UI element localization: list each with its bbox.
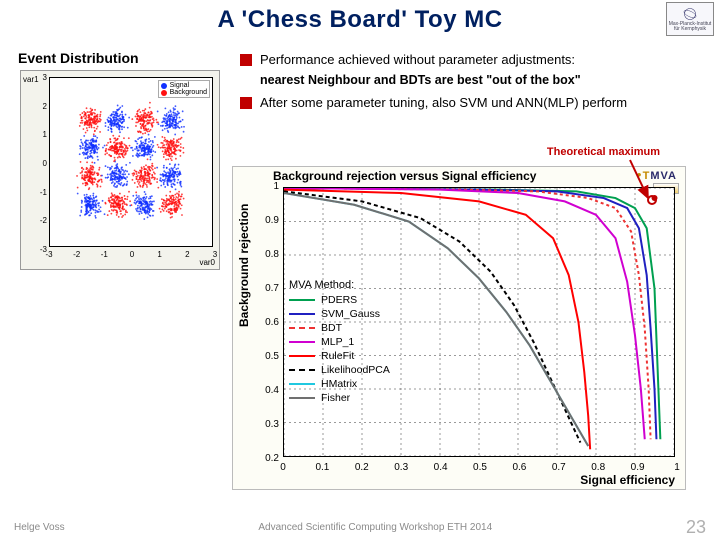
event-plot-xtick: 0	[126, 250, 138, 259]
legend-swatch	[289, 313, 315, 315]
roc-legend-item: LikelihoodPCA	[289, 363, 390, 377]
bullet-1-sub: nearest Neighbour and BDTs are best "out…	[260, 73, 710, 87]
legend-background: Background	[170, 89, 207, 96]
event-plot-xtick: 3	[209, 250, 221, 259]
roc-xtick: 0.4	[429, 462, 453, 473]
event-plot-xtick: -2	[71, 250, 83, 259]
roc-legend-item: BDT	[289, 321, 390, 335]
roc-legend-item: Fisher	[289, 391, 390, 405]
roc-ytick: 0.9	[255, 215, 279, 226]
roc-ylabel: Background rejection	[237, 204, 251, 327]
roc-xtick: 0.1	[310, 462, 334, 473]
legend-swatch	[289, 299, 315, 301]
bullet-1-text: Performance achieved without parameter a…	[260, 52, 575, 67]
event-plot-legend: Signal Background	[158, 80, 210, 98]
legend-signal: Signal	[170, 82, 189, 89]
tmva-brand: ●TMVA	[637, 170, 677, 182]
legend-label: PDERS	[321, 294, 357, 306]
event-distribution-plot: var1 var0 Signal Background -3-2-10123 -…	[20, 70, 220, 270]
legend-swatch	[289, 369, 315, 371]
event-distribution-heading: Event Distribution	[18, 50, 139, 66]
event-plot-panel: Signal Background	[49, 77, 213, 247]
footer-author: Helge Voss	[14, 522, 65, 533]
institute-logo: Max-Planck-Institut für Kernphysik	[666, 2, 714, 36]
roc-legend-item: PDERS	[289, 293, 390, 307]
roc-xtick: 0.6	[507, 462, 531, 473]
event-plot-ytick: 0	[37, 159, 47, 168]
roc-ytick: 0.5	[255, 351, 279, 362]
roc-title: Background rejection versus Signal effic…	[273, 169, 536, 183]
roc-ytick: 0.8	[255, 249, 279, 260]
legend-swatch	[289, 383, 315, 385]
roc-legend-item: SVM_Gauss	[289, 307, 390, 321]
roc-legend-item: RuleFit	[289, 349, 390, 363]
event-plot-ytick: -2	[37, 216, 47, 225]
legend-label: LikelihoodPCA	[321, 364, 390, 376]
legend-swatch	[289, 355, 315, 357]
title-bar: A 'Chess Board' Toy MC Max-Planck-Instit…	[0, 0, 720, 40]
event-plot-xlabel: var0	[199, 258, 215, 267]
roc-legend-header: MVA Method:	[289, 279, 390, 291]
event-plot-ytick: 3	[37, 73, 47, 82]
bullet-2: After some parameter tuning, also SVM un…	[240, 95, 710, 110]
legend-label: RuleFit	[321, 350, 354, 362]
event-plot-xtick: 2	[181, 250, 193, 259]
roc-ytick: 0.4	[255, 385, 279, 396]
roc-xtick: 0.9	[626, 462, 650, 473]
event-plot-xtick: -1	[98, 250, 110, 259]
event-plot-ytick: 2	[37, 102, 47, 111]
bullet-icon	[240, 97, 252, 109]
roc-ytick: 0.3	[255, 419, 279, 430]
event-plot-xtick: 1	[154, 250, 166, 259]
bullet-2-text: After some parameter tuning, also SVM un…	[260, 95, 627, 110]
roc-xtick: 0.7	[547, 462, 571, 473]
legend-label: SVM_Gauss	[321, 308, 380, 320]
legend-swatch	[289, 341, 315, 343]
bullet-list: Performance achieved without parameter a…	[240, 52, 710, 116]
event-plot-ytick: 1	[37, 130, 47, 139]
roc-xtick: 0.5	[468, 462, 492, 473]
legend-swatch	[289, 327, 315, 329]
roc-xtick: 0.2	[350, 462, 374, 473]
legend-label: Fisher	[321, 392, 350, 404]
logo-text-2: für Kernphysik	[674, 27, 706, 32]
roc-xtick: 0.3	[389, 462, 413, 473]
roc-plot: Background rejection versus Signal effic…	[232, 166, 686, 490]
bullet-1: Performance achieved without parameter a…	[240, 52, 710, 67]
roc-xlabel: Signal efficiency	[580, 473, 675, 487]
page-title: A 'Chess Board' Toy MC	[217, 6, 502, 34]
roc-ytick: 0.7	[255, 283, 279, 294]
roc-xtick: 1	[665, 462, 689, 473]
legend-label: HMatrix	[321, 378, 357, 390]
event-plot-xtick: -3	[43, 250, 55, 259]
bullet-icon	[240, 54, 252, 66]
legend-label: MLP_1	[321, 336, 354, 348]
roc-xtick: 0	[271, 462, 295, 473]
roc-ytick: 1	[255, 181, 279, 192]
roc-legend-item: MLP_1	[289, 335, 390, 349]
roc-ytick: 0.6	[255, 317, 279, 328]
theoretical-maximum-label: Theoretical maximum	[547, 146, 660, 158]
legend-swatch	[289, 397, 315, 399]
footer-page: 23	[686, 517, 706, 538]
footer-event: Advanced Scientific Computing Workshop E…	[258, 522, 492, 533]
slide-footer: Helge Voss Advanced Scientific Computing…	[0, 514, 720, 540]
legend-label: BDT	[321, 322, 342, 334]
roc-xtick: 0.8	[586, 462, 610, 473]
event-plot-ytick: -1	[37, 188, 47, 197]
roc-legend-item: HMatrix	[289, 377, 390, 391]
roc-legend: MVA Method: PDERS SVM_Gauss BDT MLP_1 RuleFi…	[289, 279, 390, 405]
